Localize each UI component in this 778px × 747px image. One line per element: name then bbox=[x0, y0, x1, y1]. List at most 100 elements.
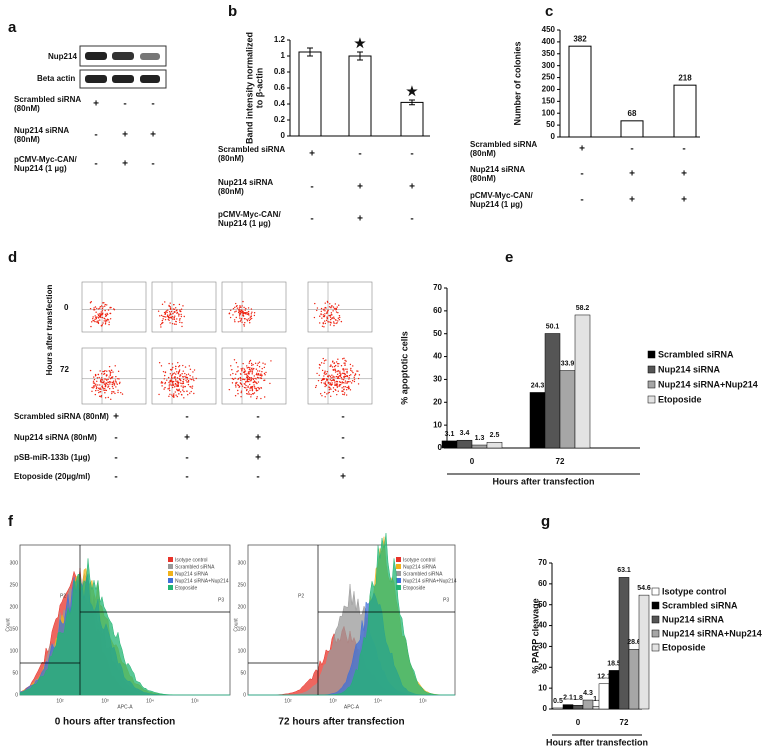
flow-dot bbox=[344, 380, 347, 382]
y-tick-label: 70 bbox=[433, 283, 442, 292]
flow-dot bbox=[107, 386, 109, 388]
flow-dot bbox=[168, 311, 171, 313]
bar bbox=[559, 370, 576, 449]
y-tick-label: 250 bbox=[542, 73, 556, 82]
flow-dot bbox=[238, 307, 241, 309]
flow-dot bbox=[169, 393, 171, 395]
flow-dot bbox=[180, 308, 183, 310]
flow-dot bbox=[325, 307, 327, 309]
flow-dot bbox=[193, 392, 195, 395]
flow-dot bbox=[97, 387, 100, 389]
legend-entry: Nup214 siRNA+Nup214 bbox=[403, 578, 457, 584]
legend-swatch bbox=[396, 578, 401, 583]
flow-dot bbox=[258, 370, 261, 372]
flow-dot bbox=[178, 365, 181, 367]
flow-dot bbox=[320, 313, 322, 315]
flow-dot bbox=[114, 365, 116, 367]
y-tick-label: 0.8 bbox=[274, 67, 286, 76]
flow-dot bbox=[99, 370, 101, 372]
flow-dot bbox=[101, 379, 104, 381]
flow-dot bbox=[343, 392, 346, 394]
flow-dot bbox=[107, 383, 109, 386]
flow-dot bbox=[103, 317, 105, 319]
flow-dot bbox=[250, 376, 252, 379]
flow-dot bbox=[168, 388, 170, 390]
flow-dot bbox=[256, 396, 258, 398]
flow-dot bbox=[255, 378, 257, 380]
flow-dot bbox=[246, 374, 248, 377]
legend-entry: Nup214 siRNA bbox=[662, 614, 725, 624]
flow-dot bbox=[189, 392, 191, 394]
flow-dot bbox=[255, 387, 257, 390]
flow-dot bbox=[160, 381, 163, 383]
gate-label: P3 bbox=[443, 597, 449, 603]
flow-dot bbox=[243, 378, 246, 381]
flow-dot bbox=[263, 396, 266, 398]
flow-dot bbox=[255, 373, 258, 376]
bar bbox=[572, 704, 584, 710]
flow-dot bbox=[99, 307, 101, 309]
condition-mark: - bbox=[185, 472, 188, 483]
flow-dot bbox=[187, 373, 190, 375]
condition-name: Scrambled siRNA bbox=[470, 140, 537, 149]
panel-label: e bbox=[505, 249, 513, 266]
flow-dot bbox=[348, 378, 350, 380]
condition-mark: + bbox=[409, 182, 415, 193]
flow-dot bbox=[170, 310, 173, 313]
flow-dot bbox=[107, 309, 110, 311]
flow-dot bbox=[270, 360, 272, 362]
legend-entry: Nup214 siRNA bbox=[658, 364, 721, 374]
flow-dot bbox=[165, 316, 167, 318]
flow-dot bbox=[93, 382, 96, 384]
bar bbox=[618, 577, 630, 710]
flow-dot bbox=[317, 379, 320, 382]
flow-dot bbox=[318, 367, 321, 369]
flow-dot bbox=[327, 301, 329, 304]
flow-dot bbox=[110, 306, 112, 309]
y-tick-label: 300 bbox=[238, 560, 247, 566]
flow-dot bbox=[109, 312, 112, 315]
legend-swatch bbox=[647, 380, 656, 389]
flow-dot bbox=[319, 322, 321, 324]
flow-dot bbox=[335, 307, 338, 310]
flow-dot bbox=[95, 385, 97, 387]
y-tick-label: 150 bbox=[10, 626, 19, 632]
flow-dot bbox=[174, 376, 176, 378]
flow-dot bbox=[328, 306, 331, 308]
flow-dot bbox=[97, 373, 99, 376]
flow-dot bbox=[172, 366, 174, 369]
significance-mark: ★ bbox=[406, 83, 418, 98]
flow-dot bbox=[179, 378, 182, 380]
flow-dot bbox=[316, 307, 319, 309]
flow-dot bbox=[110, 369, 113, 372]
flow-dot bbox=[111, 376, 114, 378]
flow-dot bbox=[90, 325, 92, 328]
value-label: 33.9 bbox=[561, 360, 575, 367]
flow-dot bbox=[179, 374, 182, 376]
flow-dot bbox=[323, 308, 325, 310]
flow-dot bbox=[95, 316, 97, 319]
flow-dot bbox=[168, 304, 170, 307]
flow-dot bbox=[338, 372, 341, 374]
flow-dot bbox=[339, 383, 342, 386]
legend-swatch bbox=[651, 615, 660, 624]
flow-dot bbox=[179, 318, 181, 320]
flow-dot bbox=[342, 386, 345, 388]
flow-dot bbox=[320, 307, 323, 310]
flow-dot bbox=[118, 378, 120, 380]
flow-dot bbox=[232, 314, 234, 316]
flow-dot bbox=[249, 369, 252, 371]
flow-dot bbox=[330, 379, 333, 382]
flow-dot bbox=[180, 385, 182, 387]
condition-name: Nup214 siRNA (80nM) bbox=[14, 433, 97, 442]
condition-mark: - bbox=[94, 130, 97, 141]
flow-dot bbox=[157, 310, 160, 312]
flow-dot bbox=[97, 314, 100, 317]
flow-dot bbox=[169, 305, 171, 308]
flow-dot bbox=[94, 318, 96, 321]
flow-dot bbox=[239, 305, 241, 307]
flow-dot bbox=[176, 312, 178, 314]
legend-entry: Nup214 siRNA+Nup214 bbox=[662, 628, 762, 638]
flow-dot bbox=[326, 311, 329, 313]
condition-mark: - bbox=[341, 412, 344, 423]
